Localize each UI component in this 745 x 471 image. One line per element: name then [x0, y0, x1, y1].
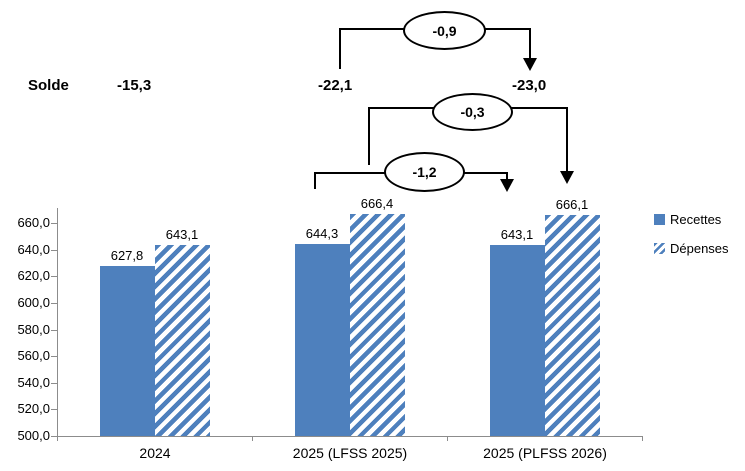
recettes-delta-value: -1,2 [412, 164, 437, 180]
solde-delta-ellipse: -0,9 [403, 11, 486, 50]
legend-hatch-swatch-icon [654, 243, 665, 254]
bar-value-label: 666,4 [360, 196, 394, 211]
solde-value-plfss-2026: -23,0 [512, 77, 547, 94]
y-tick-label: 520,0 [17, 401, 50, 416]
bar-recettes-2025-lfss-2025- [295, 244, 350, 436]
bracket-depenses-left-vline [368, 107, 370, 165]
y-tick-mark [51, 356, 57, 357]
y-tick-mark [51, 436, 57, 437]
x-category-label: 2025 (LFSS 2025) [292, 445, 408, 461]
recettes-delta-ellipse: -1,2 [384, 152, 465, 192]
x-tick-mark [252, 436, 253, 441]
y-axis-line [57, 208, 58, 437]
y-tick-mark [51, 409, 57, 410]
bracket-depenses-right-vline [566, 107, 568, 172]
y-tick-label: 660,0 [17, 215, 50, 230]
y-tick-label: 620,0 [17, 268, 50, 283]
y-tick-mark [51, 276, 57, 277]
y-tick-label: 500,0 [17, 428, 50, 443]
y-tick-label: 600,0 [17, 295, 50, 310]
bar-value-label: 643,1 [500, 227, 534, 242]
x-axis-line [57, 436, 643, 437]
bracket-solde-left-vline [339, 28, 341, 69]
legend-label: Recettes [670, 212, 722, 227]
solde-row-label: Solde [28, 77, 69, 94]
arrow-down-icon [500, 179, 514, 192]
y-tick-label: 580,0 [17, 322, 50, 337]
x-tick-mark [447, 436, 448, 441]
bar-value-label: 643,1 [165, 227, 199, 242]
legend-item-recettes: Recettes [654, 212, 721, 227]
bar-dépenses-2025-plfss-2026- [545, 215, 600, 436]
y-tick-label: 540,0 [17, 375, 50, 390]
depenses-delta-value: -0,3 [460, 104, 485, 120]
bar-dépenses-2024 [155, 245, 210, 436]
legend-solid-swatch-icon [654, 214, 665, 225]
y-tick-mark [51, 250, 57, 251]
depenses-delta-ellipse: -0,3 [432, 93, 513, 131]
x-tick-mark [57, 436, 58, 441]
bar-dépenses-2025-lfss-2025- [350, 214, 405, 436]
bracket-recettes-left-vline [314, 172, 316, 189]
x-tick-mark [642, 436, 643, 441]
legend-item-dépenses: Dépenses [654, 241, 729, 256]
y-tick-label: 560,0 [17, 348, 50, 363]
legend-label: Dépenses [670, 241, 729, 256]
solde-value-lfss-2025: -22,1 [318, 77, 353, 94]
arrow-down-icon [560, 171, 574, 184]
y-tick-label: 640,0 [17, 242, 50, 257]
y-tick-mark [51, 223, 57, 224]
bar-recettes-2024 [100, 266, 155, 436]
bar-value-label: 666,1 [555, 197, 589, 212]
x-category-label: 2024 [139, 445, 171, 461]
solde-delta-value: -0,9 [432, 22, 457, 39]
bracket-recettes-right-vline [506, 172, 508, 180]
solde-value-2024: -15,3 [117, 77, 152, 94]
y-tick-mark [51, 383, 57, 384]
bar-recettes-2025-plfss-2026- [490, 245, 545, 436]
y-tick-mark [51, 330, 57, 331]
bar-value-label: 627,8 [110, 248, 144, 263]
bar-value-label: 644,3 [305, 226, 339, 241]
bracket-solde-right-vline [529, 28, 531, 59]
arrow-down-icon [523, 58, 537, 71]
x-category-label: 2025 (PLFSS 2026) [483, 445, 607, 461]
y-tick-mark [51, 303, 57, 304]
